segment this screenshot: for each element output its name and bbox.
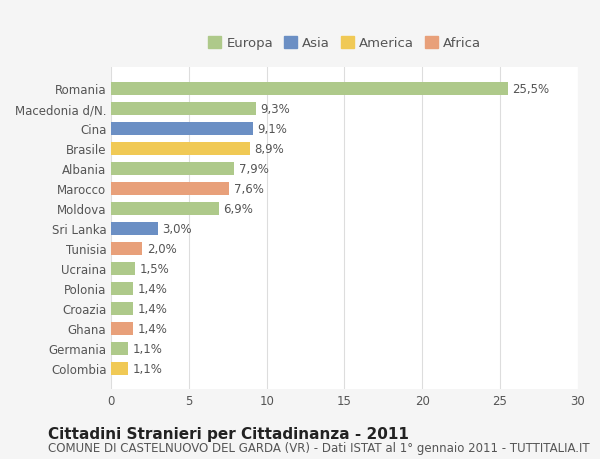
- Bar: [112, 83, 508, 95]
- Text: 1,4%: 1,4%: [138, 302, 167, 315]
- Text: COMUNE DI CASTELNUOVO DEL GARDA (VR) - Dati ISTAT al 1° gennaio 2011 - TUTTITALI: COMUNE DI CASTELNUOVO DEL GARDA (VR) - D…: [48, 442, 590, 454]
- Bar: [112, 182, 229, 196]
- Text: 9,3%: 9,3%: [260, 103, 290, 116]
- Text: 3,0%: 3,0%: [163, 222, 192, 235]
- Text: 1,4%: 1,4%: [138, 322, 167, 335]
- Bar: [112, 222, 158, 235]
- Text: 1,4%: 1,4%: [138, 282, 167, 295]
- Text: 8,9%: 8,9%: [254, 143, 284, 156]
- Bar: [112, 123, 253, 135]
- Bar: [112, 322, 133, 335]
- Text: 1,1%: 1,1%: [133, 362, 163, 375]
- Text: 1,1%: 1,1%: [133, 342, 163, 355]
- Legend: Europa, Asia, America, Africa: Europa, Asia, America, Africa: [204, 33, 485, 54]
- Bar: [112, 103, 256, 116]
- Bar: [112, 282, 133, 295]
- Text: 2,0%: 2,0%: [147, 242, 177, 255]
- Bar: [112, 162, 234, 175]
- Bar: [112, 202, 218, 215]
- Text: 7,9%: 7,9%: [239, 162, 269, 175]
- Bar: [112, 143, 250, 156]
- Bar: [112, 362, 128, 375]
- Text: Cittadini Stranieri per Cittadinanza - 2011: Cittadini Stranieri per Cittadinanza - 2…: [48, 425, 409, 441]
- Text: 9,1%: 9,1%: [257, 123, 287, 135]
- Text: 6,9%: 6,9%: [223, 202, 253, 215]
- Text: 1,5%: 1,5%: [139, 262, 169, 275]
- Bar: [112, 302, 133, 315]
- Bar: [112, 242, 142, 255]
- Bar: [112, 342, 128, 355]
- Text: 25,5%: 25,5%: [512, 83, 550, 95]
- Bar: [112, 262, 134, 275]
- Text: 7,6%: 7,6%: [234, 182, 264, 196]
